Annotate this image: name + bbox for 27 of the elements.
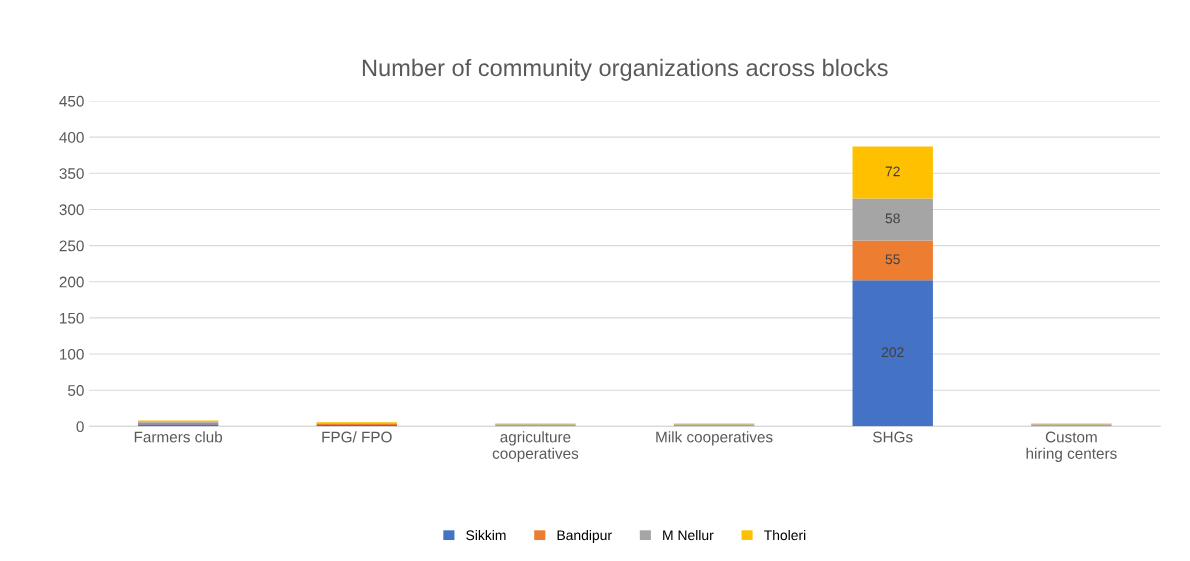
x-tick-label: Milk cooperatives bbox=[656, 431, 773, 446]
data-label: 72 bbox=[885, 166, 900, 177]
y-tick-label: 250 bbox=[59, 240, 84, 252]
y-tick-label: 50 bbox=[68, 385, 84, 396]
bar bbox=[852, 280, 933, 427]
y-tick-label: 200 bbox=[59, 276, 84, 288]
legend-label: Sikkim bbox=[466, 529, 506, 541]
bar bbox=[852, 240, 933, 281]
data-label: 55 bbox=[885, 254, 900, 265]
y-tick-label: 450 bbox=[59, 95, 84, 107]
y-tick-label: 300 bbox=[59, 204, 84, 216]
data-label: 202 bbox=[881, 347, 904, 358]
legend-label: M Nellur bbox=[663, 529, 714, 541]
x-tick-label: FPG/ FPO bbox=[322, 431, 392, 443]
y-tick-label: 350 bbox=[59, 168, 84, 179]
x-tick-label: Custom hiring centers bbox=[1026, 431, 1117, 462]
y-tick-label: 100 bbox=[60, 348, 84, 360]
data-label: 58 bbox=[885, 213, 900, 224]
y-tick-label: 400 bbox=[59, 132, 84, 143]
y-tick-label: 0 bbox=[76, 421, 84, 433]
chart-title: Number of community organizations across blocks bbox=[362, 58, 888, 81]
x-tick-label: Farmers club bbox=[134, 431, 223, 443]
x-tick-label: SHGs bbox=[873, 431, 913, 443]
legend-label: Tholeri bbox=[764, 529, 806, 541]
legend-label: Bandipur bbox=[557, 529, 612, 543]
x-tick-label: agriculture cooperatives bbox=[492, 431, 579, 462]
y-tick-label: 150 bbox=[60, 312, 84, 324]
